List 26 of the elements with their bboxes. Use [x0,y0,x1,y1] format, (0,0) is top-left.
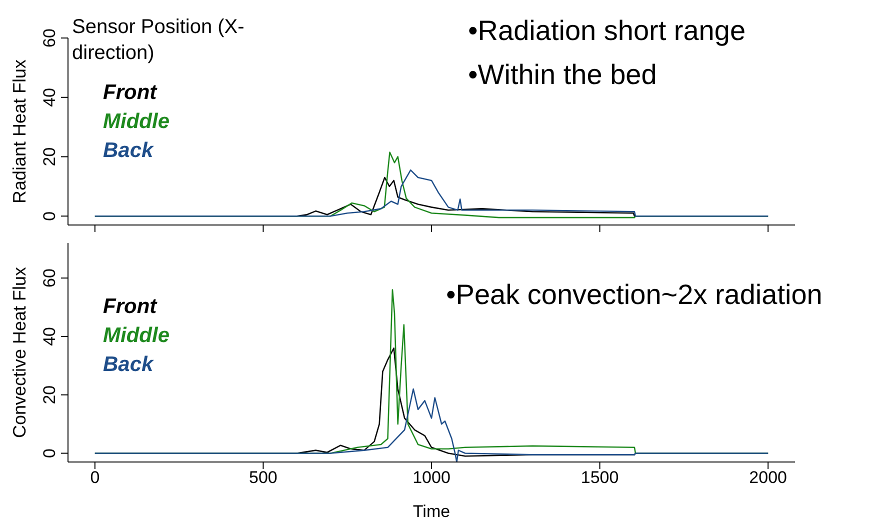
y-tick-label: 60 [40,268,59,288]
annotation: Sensor Position (X-direction) [72,15,246,66]
text: Middle [103,323,170,349]
text: Front [103,80,158,106]
x-tick-label: 2000 [749,468,787,488]
text: Front [103,294,158,320]
y-tick-label: 0 [40,211,59,221]
y-tick-label: 40 [40,88,59,107]
x-tick-label: 500 [249,468,278,488]
y-tick-label: 20 [40,147,59,166]
x-axis-title: Time [412,502,450,521]
x-tick-label: 1000 [412,468,450,488]
annotation: •Radiation short range [468,14,747,48]
y-tick-label: 20 [40,385,59,404]
y-axis-title: Convective Heat Flux [9,266,30,438]
text: Back [103,352,155,378]
y-tick-label: 60 [40,28,59,48]
text: Back [103,138,155,164]
text: Middle [103,109,170,135]
y-tick-label: 40 [40,326,59,346]
y-tick-label: 0 [40,448,59,458]
x-tick-label: 1500 [580,468,619,488]
annotation: •Peak convection~2x radiation [446,278,824,312]
x-tick-label: 0 [90,468,100,488]
annotation: •Within the bed [468,58,658,92]
y-axis-title: Radiant Heat Flux [9,59,30,204]
